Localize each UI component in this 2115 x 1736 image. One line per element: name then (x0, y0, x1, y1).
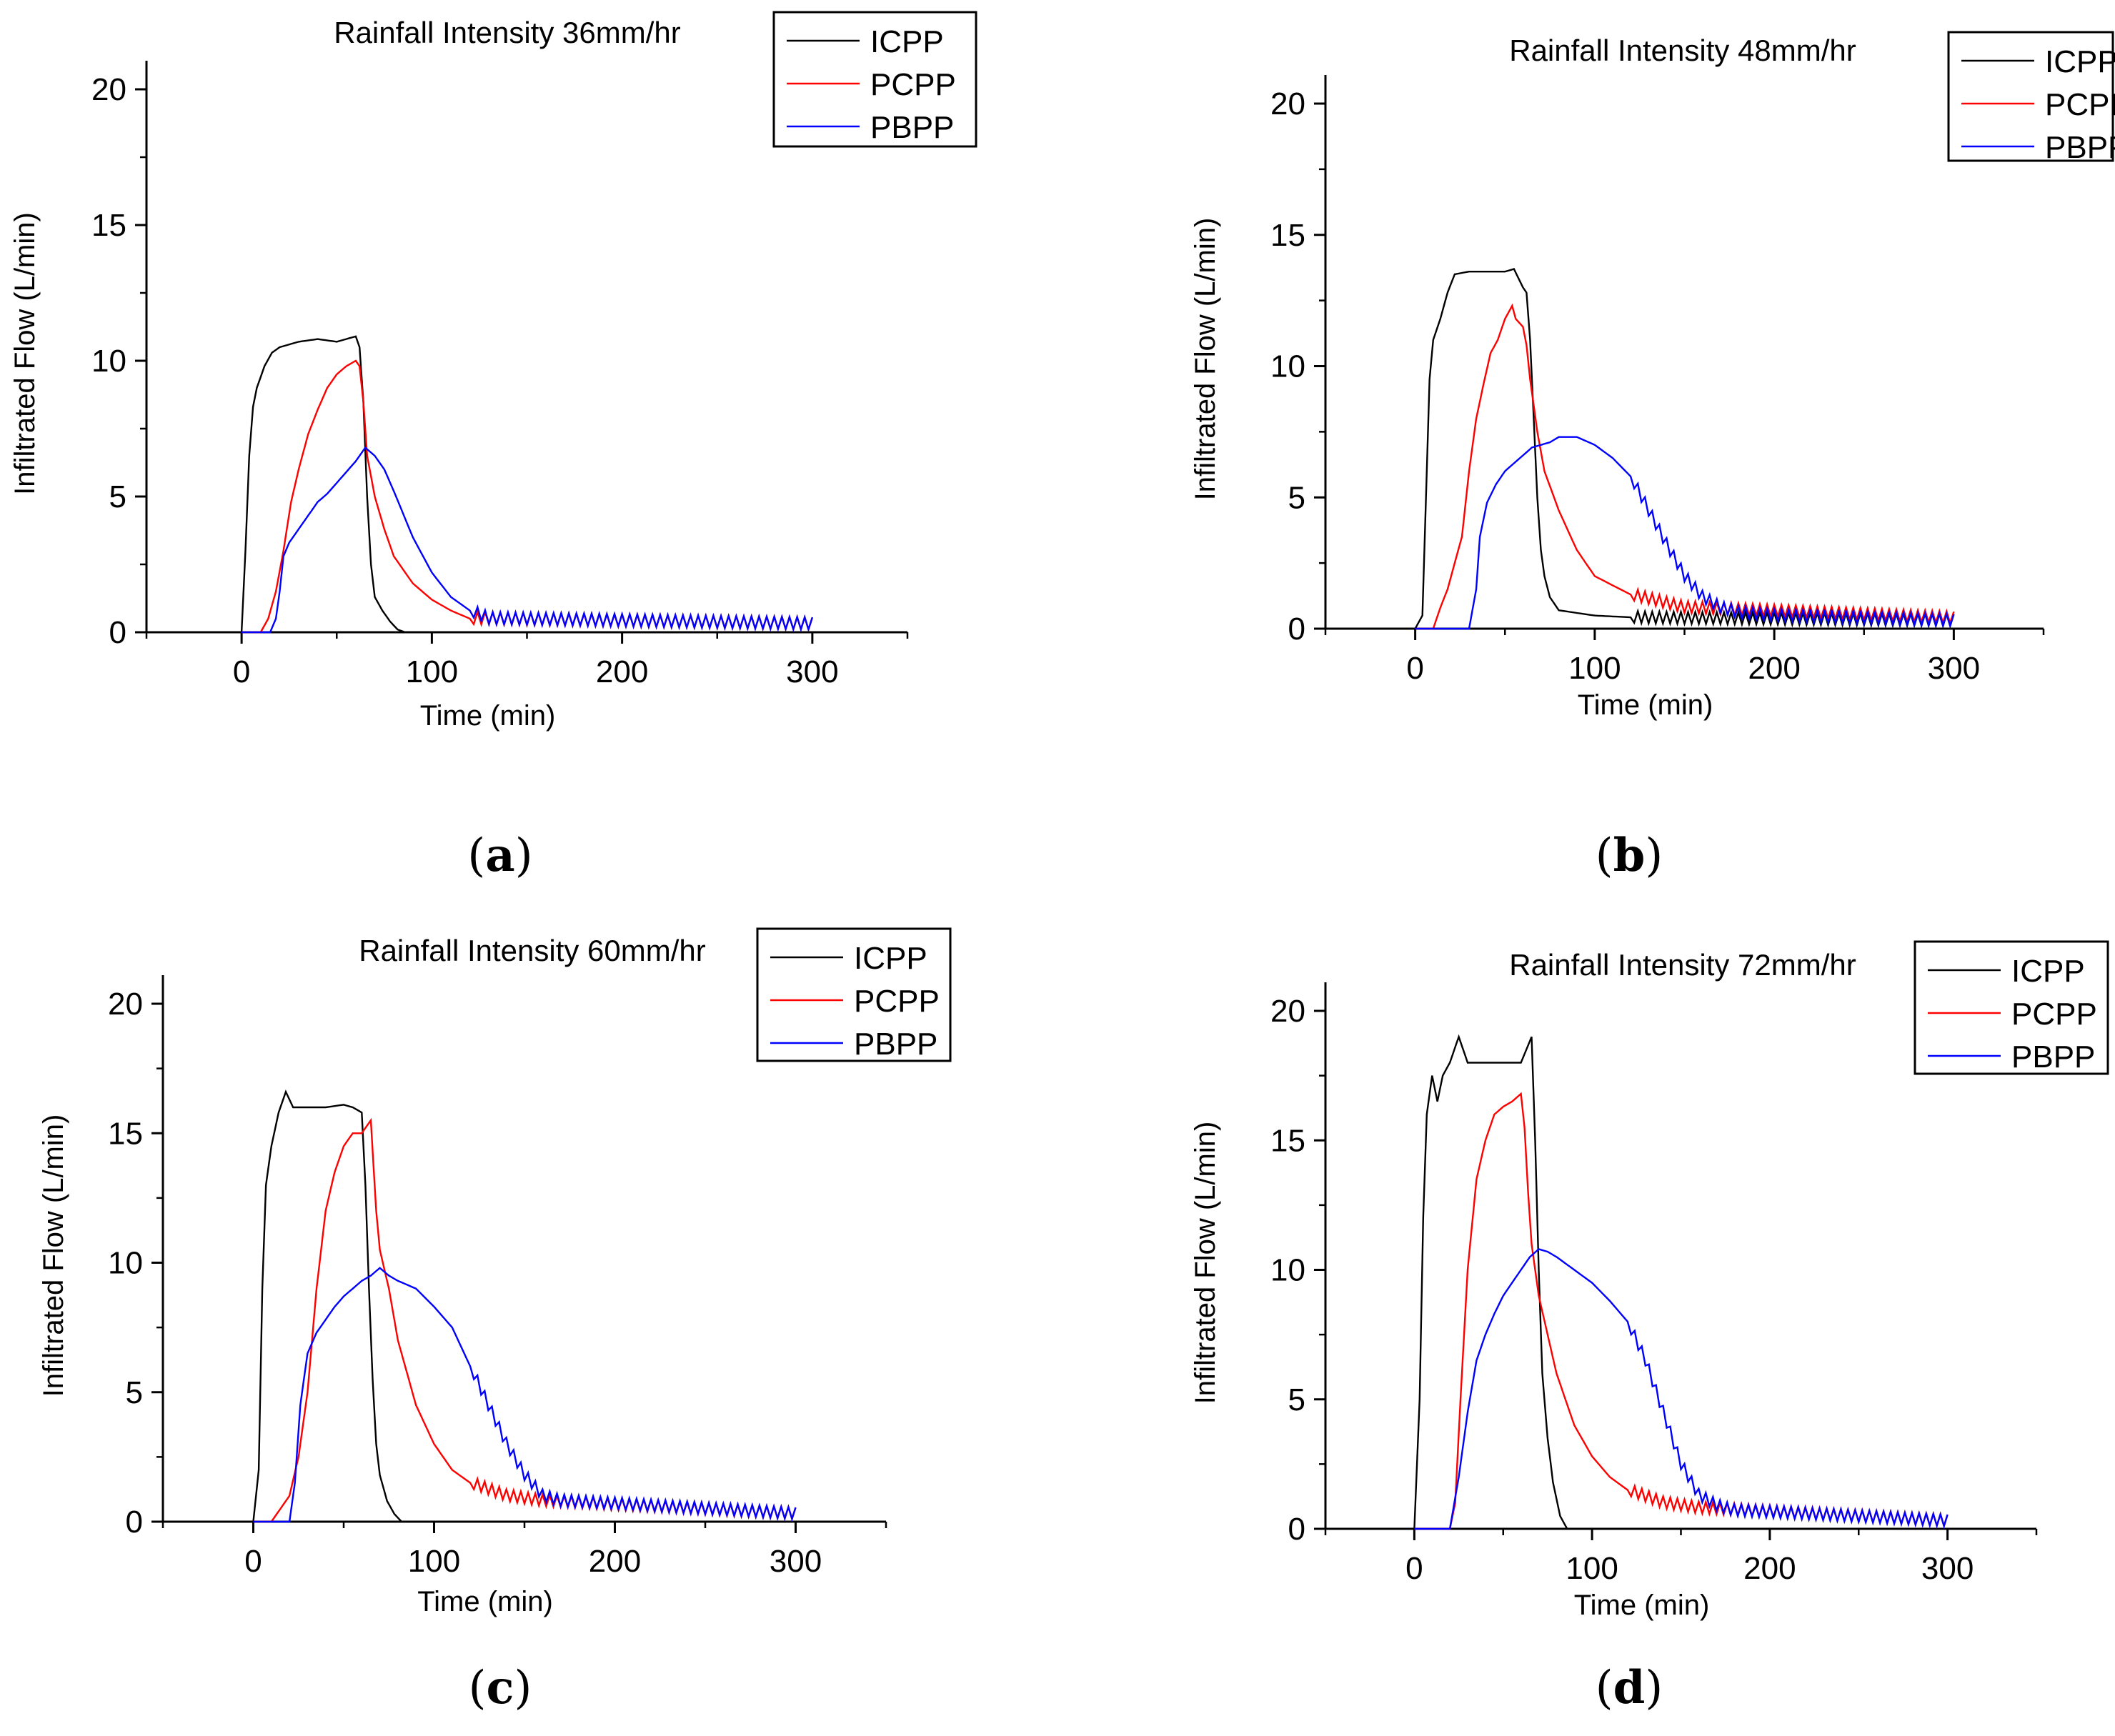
x-tick-label: 200 (596, 654, 648, 689)
x-tick-label: 0 (244, 1544, 262, 1579)
series-line-icpp (1413, 1034, 1948, 1530)
x-tick-label: 200 (1743, 1551, 1796, 1586)
legend-label: PCPP (2045, 87, 2115, 122)
x-tick-label: 100 (408, 1544, 460, 1579)
legend-box (756, 927, 952, 1062)
legend: ICPP PCPP PBPP (1947, 31, 2115, 165)
series-line-pcpp (1415, 303, 1955, 630)
chart-d-canvas: 0 100 200 300 0 5 10 15 20 Time (min) Infiltrated … (1190, 940, 2109, 1621)
y-tick-label: 0 (1288, 1512, 1305, 1547)
chart-c-canvas: 0 100 200 300 0 5 10 15 20 Time (min) Infiltrated … (38, 927, 952, 1617)
series-line-pcpp (253, 1117, 797, 1523)
x-tick-label: 0 (1406, 651, 1423, 686)
panel-label-a: (a) (467, 829, 533, 882)
chart-panel-d: 0 100 200 300 0 5 10 15 20 Time (min) Infiltrated … (1058, 900, 2115, 1736)
x-axis-label: Time (min) (1578, 689, 1713, 721)
series-line-pcpp (1414, 1092, 1949, 1530)
legend-label: PBPP (854, 1027, 937, 1062)
x-tick-label: 300 (1928, 651, 1980, 686)
legend-box (1947, 31, 2114, 162)
chart-panel-c: 0 100 200 300 0 5 10 15 20 Time (min) Infiltrated … (0, 900, 1058, 1736)
legend-label: PBPP (870, 110, 954, 145)
y-tick-label: 5 (1288, 480, 1305, 515)
y-tick-label: 10 (1270, 1253, 1305, 1288)
legend: ICPP PCPP PBPP (1914, 940, 2109, 1075)
y-axis-label: Infiltrated Flow (L/min) (9, 212, 41, 495)
y-axis-label: Infiltrated Flow (L/min) (1190, 1122, 1221, 1405)
y-tick-label: 20 (1270, 994, 1305, 1029)
y-tick-label: 20 (108, 987, 143, 1022)
chart-title: Rainfall Intensity 36mm/hr (334, 16, 681, 49)
panel-label-c: (c) (468, 1661, 532, 1715)
series-line-icpp (252, 1089, 796, 1523)
legend: ICPP PCPP PBPP (756, 927, 952, 1062)
y-tick-label: 20 (1270, 86, 1305, 121)
panel-label-b: (b) (1595, 829, 1663, 882)
series-line-pcpp (242, 359, 814, 634)
legend-box (1914, 940, 2109, 1075)
chart-panel-a: 0 100 200 300 0 5 10 15 20 Time (min) Infiltrated … (0, 0, 1058, 900)
series-line-pbpp (1414, 1248, 1949, 1530)
y-tick-label: 5 (109, 479, 126, 514)
x-tick-label: 100 (1568, 651, 1621, 686)
legend-label: PBPP (2011, 1039, 2095, 1074)
y-tick-label: 15 (1270, 1123, 1305, 1158)
x-axis-label: Time (min) (420, 700, 556, 732)
x-tick-label: 0 (233, 654, 250, 689)
y-tick-label: 10 (108, 1246, 143, 1281)
y-tick-label: 0 (1288, 612, 1305, 647)
y-tick-label: 15 (108, 1116, 143, 1151)
legend: ICPP PCPP PBPP (772, 11, 977, 148)
plot-area: 0 100 200 300 0 5 10 15 20 Time (min) Infiltrated … (1190, 948, 2038, 1621)
legend-label: ICPP (2011, 954, 2085, 989)
series-line-pbpp (242, 446, 814, 634)
x-axis-label: Time (min) (417, 1586, 553, 1617)
x-axis-label: Time (min) (1574, 1590, 1710, 1621)
x-tick-label: 100 (406, 654, 458, 689)
legend-label: PCPP (854, 984, 940, 1019)
series-line-icpp (240, 335, 812, 634)
x-tick-label: 300 (1921, 1551, 1974, 1586)
panel-label-d: (d) (1595, 1661, 1663, 1715)
x-tick-label: 0 (1405, 1551, 1423, 1586)
legend-label: ICPP (854, 941, 927, 976)
y-tick-label: 5 (1288, 1382, 1305, 1417)
legend-label: PCPP (2011, 997, 2097, 1032)
y-tick-label: 5 (126, 1375, 143, 1410)
x-tick-label: 200 (1748, 651, 1800, 686)
plot-area: 0 100 200 300 0 5 10 15 20 Time (min) Infiltrated … (38, 934, 887, 1617)
y-tick-label: 15 (1270, 218, 1305, 253)
series-line-pbpp (1415, 436, 1955, 630)
chart-panel-b: 0 100 200 300 0 5 10 15 20 Time (min) Infiltrated … (1058, 0, 2115, 900)
x-tick-label: 300 (786, 654, 838, 689)
legend-box (772, 11, 977, 148)
y-tick-label: 0 (126, 1505, 143, 1540)
y-axis-label: Infiltrated Flow (L/min) (38, 1114, 69, 1397)
y-tick-label: 0 (109, 615, 126, 650)
plot-area: 0 100 200 300 0 5 10 15 20 Time (min) Infiltrated … (9, 16, 909, 732)
x-tick-label: 200 (589, 1544, 641, 1579)
series-line-icpp (1414, 268, 1955, 629)
series-line-pbpp (253, 1267, 797, 1523)
chart-a-canvas: 0 100 200 300 0 5 10 15 20 Time (min) Infiltrated … (9, 11, 977, 732)
chart-b-canvas: 0 100 200 300 0 5 10 15 20 Time (min) Infiltrated … (1190, 31, 2115, 721)
chart-title: Rainfall Intensity 60mm/hr (359, 934, 706, 967)
y-tick-label: 10 (1270, 349, 1305, 384)
legend-label: PBPP (2045, 130, 2115, 165)
y-axis-label: Infiltrated Flow (L/min) (1190, 218, 1221, 501)
x-tick-label: 100 (1566, 1551, 1618, 1586)
chart-title: Rainfall Intensity 72mm/hr (1509, 948, 1856, 982)
y-tick-label: 10 (91, 344, 126, 379)
y-tick-label: 15 (91, 208, 126, 243)
legend-label: ICPP (870, 24, 944, 59)
legend-label: ICPP (2045, 44, 2115, 79)
chart-title: Rainfall Intensity 48mm/hr (1509, 34, 1856, 67)
y-tick-label: 20 (91, 72, 126, 107)
legend-label: PCPP (870, 67, 956, 102)
plot-area: 0 100 200 300 0 5 10 15 20 Time (min) Infiltrated … (1190, 34, 2045, 721)
x-tick-label: 300 (770, 1544, 822, 1579)
